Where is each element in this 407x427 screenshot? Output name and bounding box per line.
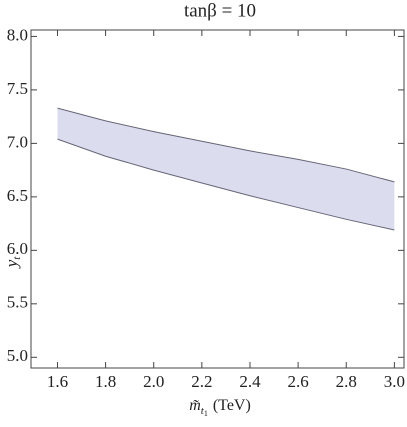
x-tick-label: 1.8 xyxy=(95,372,116,391)
x-tick-label: 2.6 xyxy=(287,372,308,391)
x-label-unit: (TeV) xyxy=(213,397,251,414)
y-tick-label: 6.5 xyxy=(7,186,28,205)
plot-frame xyxy=(30,29,405,369)
band-fill xyxy=(57,108,395,231)
y-label-main: y xyxy=(2,259,21,269)
x-label-main: m̃ xyxy=(189,397,201,414)
x-tick-label: 2.8 xyxy=(336,372,357,391)
y-tick-label: 7.0 xyxy=(7,132,28,151)
x-tick-label: 1.6 xyxy=(47,372,68,391)
band-edge xyxy=(57,107,395,183)
y-tick-label: 7.5 xyxy=(7,79,28,98)
y-axis-label: yt xyxy=(2,256,23,270)
y-tick-label: 6.0 xyxy=(7,239,28,258)
x-tick-label: 3.0 xyxy=(384,372,405,391)
y-tick-label: 5.0 xyxy=(7,346,28,365)
band-edge xyxy=(57,138,395,231)
x-label-subsub: 1 xyxy=(204,409,208,418)
x-tick-label: 2.4 xyxy=(239,372,261,391)
y-tick-label: 8.0 xyxy=(7,25,28,44)
x-label-sub: t xyxy=(201,405,205,417)
x-tick-label: 2.0 xyxy=(143,372,164,391)
x-tick-label: 2.2 xyxy=(191,372,212,391)
x-axis-label: m̃t1 (TeV) xyxy=(189,397,251,418)
chart-title: tanβ = 10 xyxy=(184,0,256,21)
y-tick-label: 5.5 xyxy=(7,293,28,312)
y-label-sub: t xyxy=(11,256,23,260)
